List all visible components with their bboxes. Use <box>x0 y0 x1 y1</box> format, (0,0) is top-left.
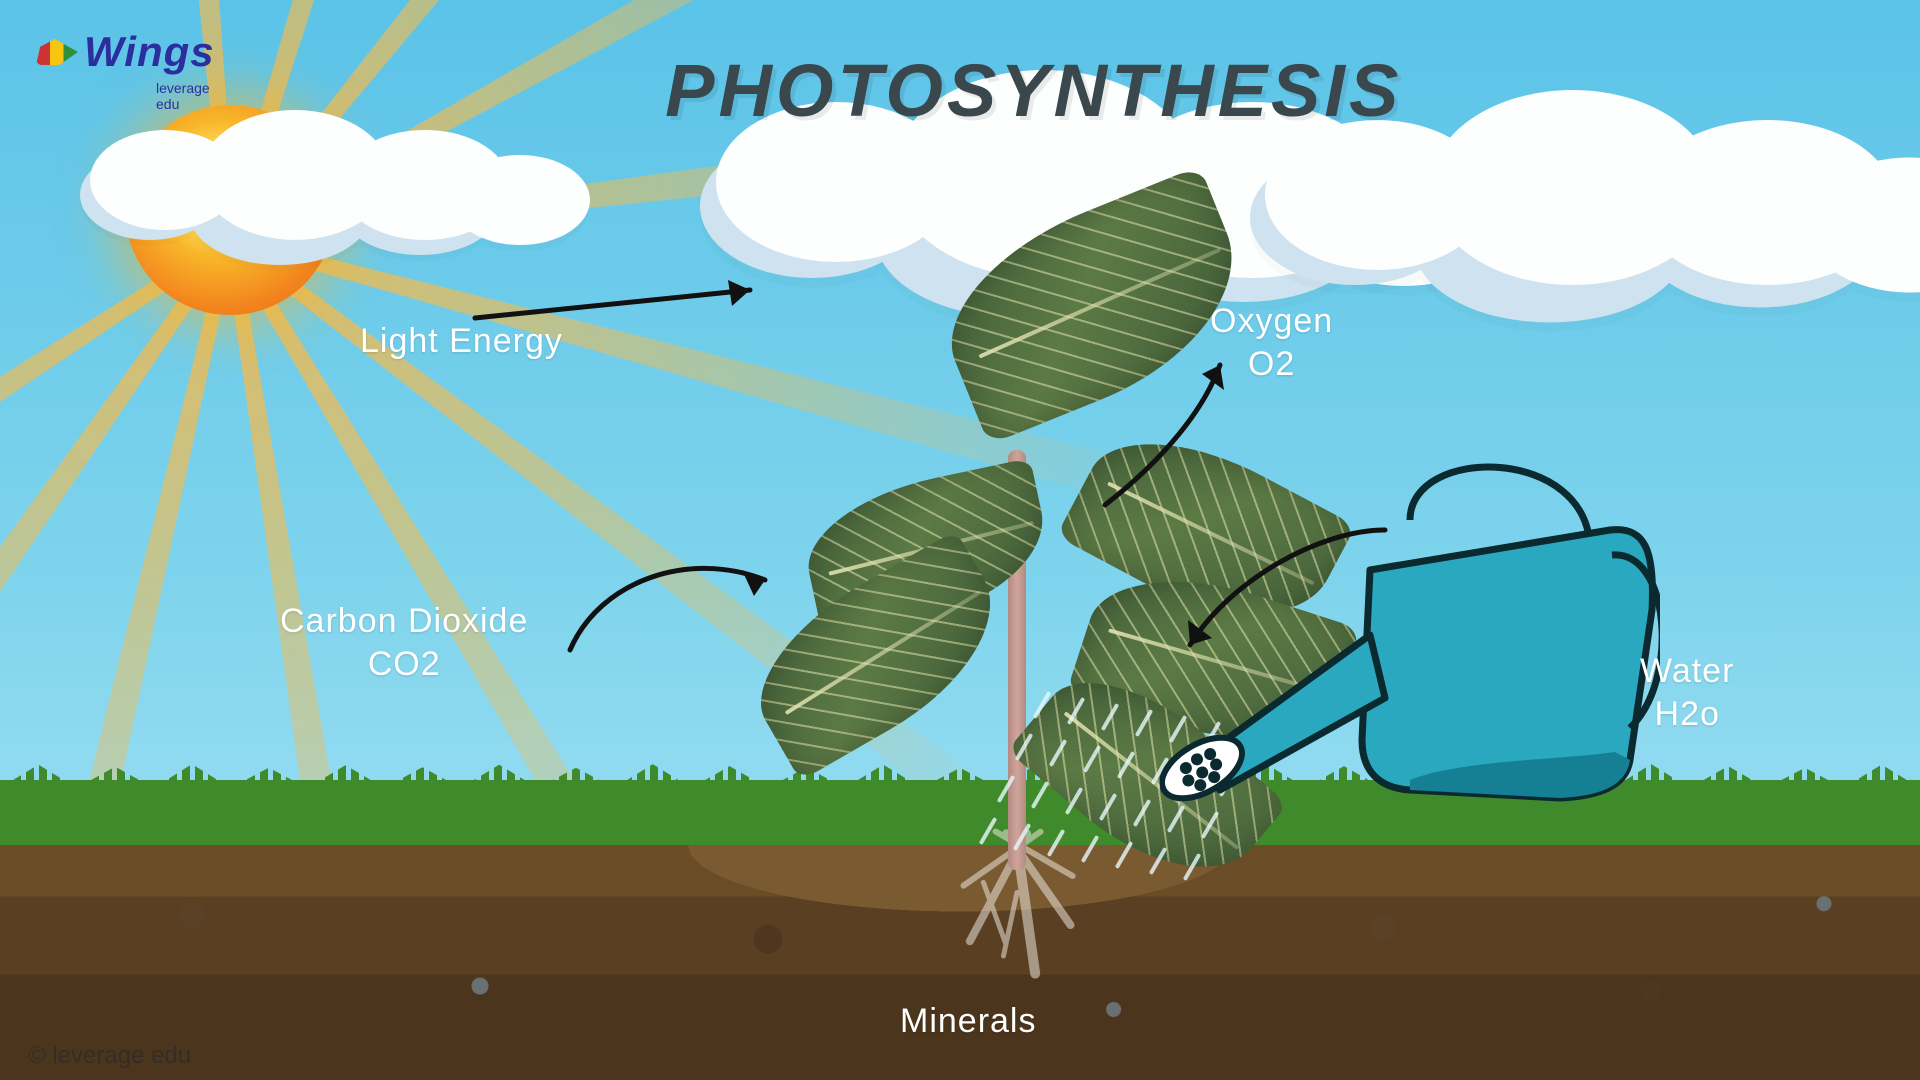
label-text: Water <box>1640 652 1734 690</box>
arrow-oxygen <box>1090 350 1260 520</box>
logo-text: Wings <box>84 28 215 76</box>
diagram-title: PHOTOSYNTHESIS <box>665 48 1402 133</box>
label-text: Minerals <box>900 1002 1036 1040</box>
label-formula: CO2 <box>368 645 441 683</box>
label-water: Water H2o <box>1640 650 1734 735</box>
label-minerals: Minerals <box>900 1000 1036 1043</box>
arrow-water <box>1170 520 1400 670</box>
label-text: Oxygen <box>1210 302 1333 340</box>
label-carbon-dioxide: Carbon Dioxide CO2 <box>280 600 528 685</box>
label-formula: H2o <box>1655 695 1720 733</box>
arrow-carbon-dioxide <box>560 540 780 660</box>
logo-icon <box>36 39 78 65</box>
arrow-light-energy <box>470 278 770 338</box>
image-credit: © leverage edu <box>28 1042 191 1070</box>
label-text: Carbon Dioxide <box>280 602 528 640</box>
logo-subline: leverage edu <box>156 80 215 112</box>
photosynthesis-infographic: PHOTOSYNTHESIS Wings leverage edu <box>0 0 1920 1080</box>
brand-logo: Wings leverage edu <box>36 28 215 76</box>
